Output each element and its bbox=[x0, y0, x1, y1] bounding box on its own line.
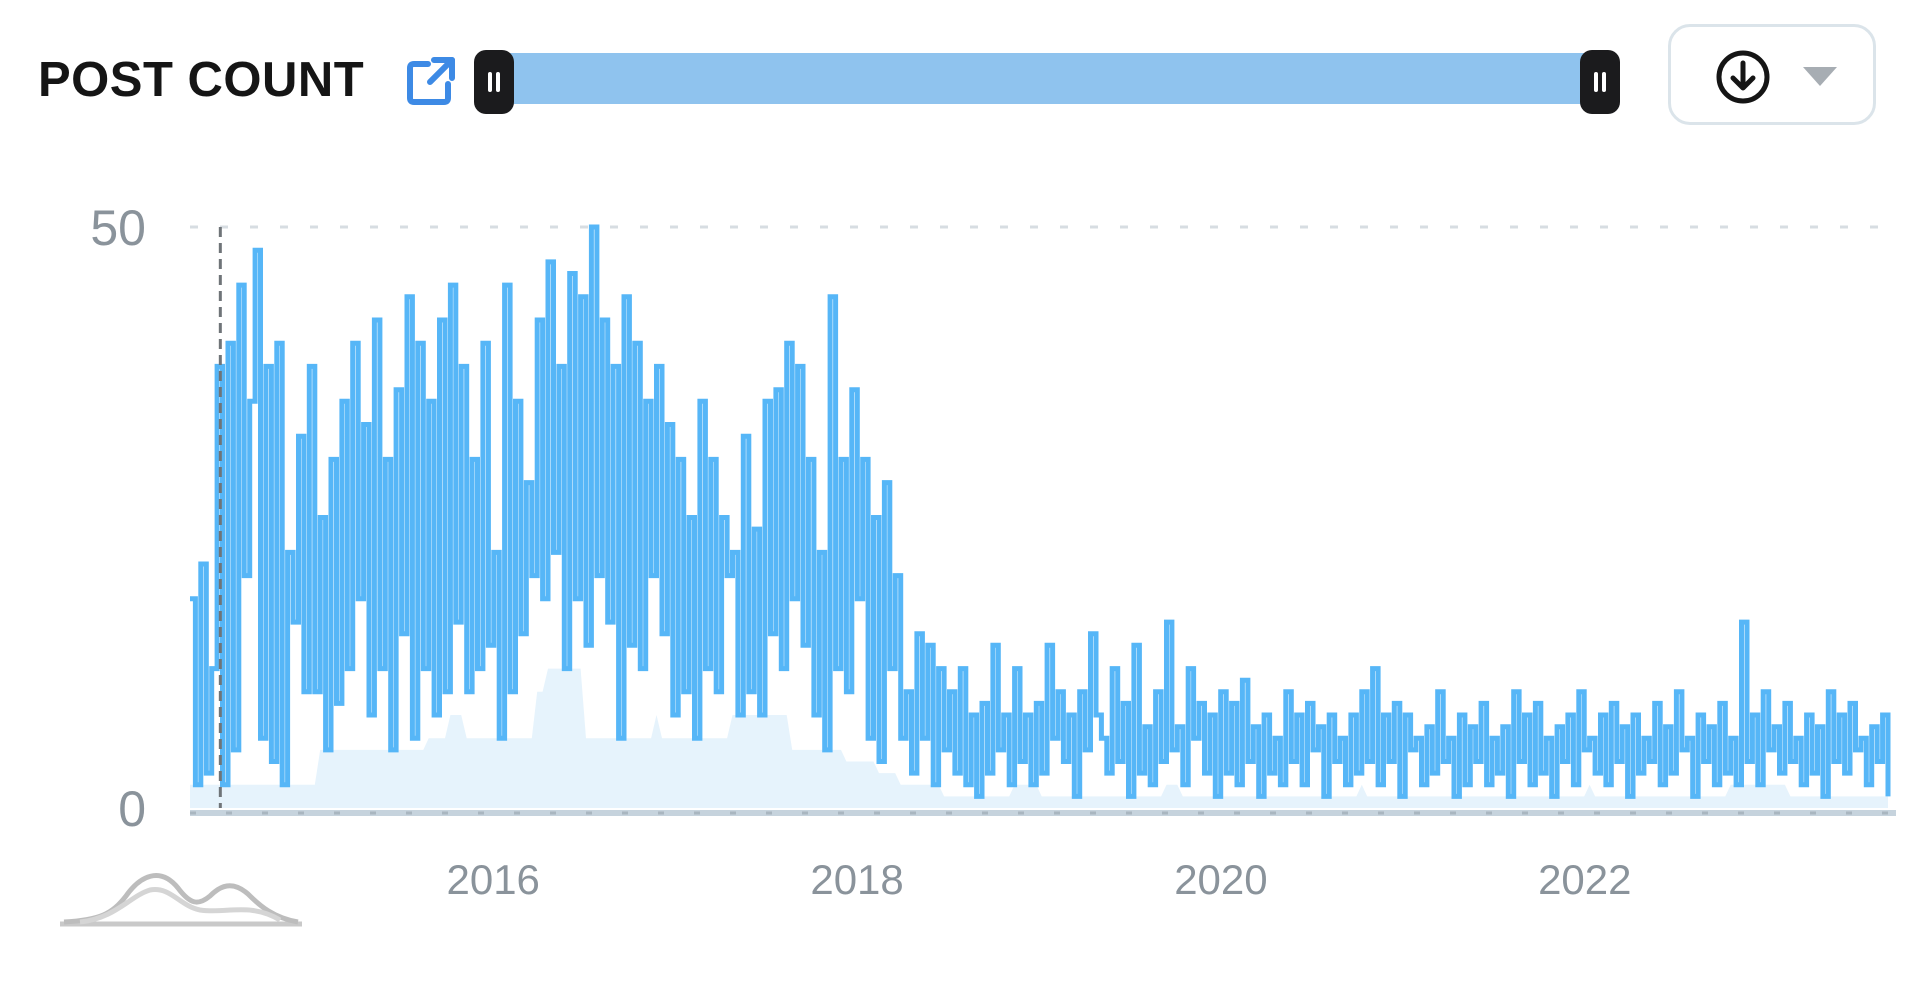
x-tick-label: 2020 bbox=[1174, 856, 1267, 903]
series-layer bbox=[189, 224, 1891, 808]
x-tick-label: 2022 bbox=[1538, 856, 1631, 903]
sparkline-chart-icon bbox=[60, 873, 302, 927]
range-handle-right[interactable] bbox=[1580, 50, 1620, 114]
range-handle-left[interactable] bbox=[474, 50, 514, 114]
x-axis: 2016 2018 2020 2022 bbox=[446, 856, 1631, 903]
download-circle-icon bbox=[1716, 50, 1770, 104]
download-dropdown-button[interactable] bbox=[1668, 24, 1876, 125]
post-count-chart: 0 50 2016 2018 2020 2022 bbox=[90, 200, 1896, 903]
y-tick-label: 0 bbox=[118, 781, 146, 837]
time-range-slider[interactable] bbox=[474, 50, 1620, 116]
chart-title: POST COUNT bbox=[38, 53, 365, 107]
y-axis: 0 50 bbox=[90, 200, 146, 837]
series-line bbox=[190, 224, 1891, 799]
caret-down-icon bbox=[1803, 67, 1837, 86]
chart-grid bbox=[190, 225, 1896, 816]
range-track[interactable] bbox=[494, 53, 1600, 104]
series-area bbox=[190, 668, 1888, 808]
x-tick-label: 2018 bbox=[810, 856, 903, 903]
x-tick-label: 2016 bbox=[446, 856, 539, 903]
external-link-icon[interactable] bbox=[404, 52, 460, 108]
chart-header: POST COUNT bbox=[0, 0, 1908, 150]
y-tick-label: 50 bbox=[90, 200, 146, 256]
